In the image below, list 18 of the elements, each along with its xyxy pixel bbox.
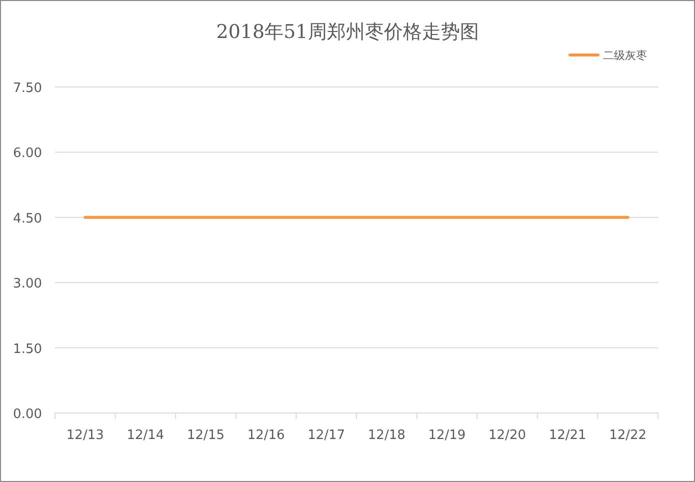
x-tick-label: 12/16	[247, 428, 285, 443]
x-tick-label: 12/22	[609, 428, 647, 443]
chart-title: 2018年51周郑州枣价格走势图	[216, 21, 479, 43]
legend-label: 二级灰枣	[603, 49, 647, 62]
y-tick-label: 1.50	[13, 342, 42, 357]
y-tick-label: 7.50	[13, 81, 42, 96]
x-tick-label: 12/20	[488, 428, 526, 443]
y-tick-label: 4.50	[13, 211, 42, 226]
x-tick-label: 12/19	[428, 428, 466, 443]
x-tick-label: 12/21	[548, 428, 586, 443]
y-tick-label: 0.00	[13, 407, 42, 422]
x-tick-label: 12/18	[368, 428, 406, 443]
x-tick-label: 12/15	[187, 428, 224, 443]
x-tick-label: 12/14	[126, 428, 164, 443]
x-tick-label: 12/13	[66, 428, 104, 443]
x-tick-label: 12/17	[308, 428, 346, 443]
y-tick-label: 6.00	[13, 146, 42, 162]
y-tick-label: 3.00	[13, 276, 42, 292]
